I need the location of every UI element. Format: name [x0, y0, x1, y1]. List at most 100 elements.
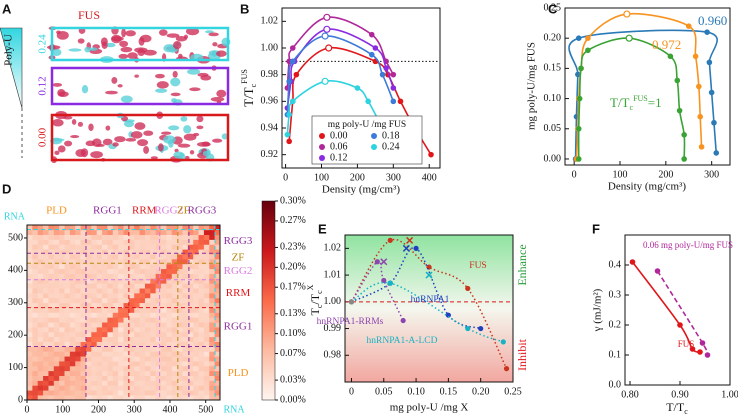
heatmap-texture — [198, 268, 205, 274]
snapshot-blob — [204, 30, 214, 34]
heatmap-texture — [198, 263, 205, 270]
heatmap-texture — [75, 351, 81, 357]
heatmap-texture — [64, 380, 71, 386]
heatmap-texture — [118, 351, 124, 357]
heatmap-texture — [187, 351, 194, 357]
heatmap-texture — [123, 380, 130, 386]
heatmap-texture — [166, 317, 173, 323]
heatmap-texture — [43, 322, 49, 328]
heatmap-texture — [214, 361, 221, 367]
heatmap-texture — [198, 361, 205, 367]
heatmap-texture — [144, 234, 151, 240]
heatmap-texture — [75, 288, 81, 294]
y-tick-label: 0.20 — [544, 32, 562, 43]
heatmap-texture — [203, 312, 210, 318]
y-tick-label: 0.10 — [544, 93, 562, 104]
heatmap-texture — [27, 259, 33, 265]
heatmap-texture — [48, 273, 55, 279]
heatmap-texture — [48, 259, 55, 265]
heatmap-texture — [37, 390, 44, 396]
heatmap-texture — [209, 297, 215, 304]
heatmap-texture — [27, 225, 33, 231]
heatmap-texture — [27, 395, 33, 401]
heatmap-texture — [209, 312, 215, 318]
heatmap-texture — [59, 263, 65, 270]
data-point — [478, 325, 484, 332]
heatmap-texture — [187, 331, 194, 338]
zone-label: Inhibit — [515, 338, 529, 371]
snapshot-blob — [54, 150, 60, 156]
snapshot-blob — [163, 44, 175, 53]
heatmap-texture — [32, 307, 39, 313]
heatmap-texture — [128, 385, 135, 391]
heatmap-texture — [118, 375, 124, 381]
heatmap-texture — [187, 239, 194, 245]
heatmap-texture — [171, 395, 178, 401]
data-point — [381, 277, 387, 284]
snapshot-box — [50, 113, 230, 162]
heatmap-texture — [193, 356, 199, 362]
heatmap-texture — [43, 331, 49, 338]
heatmap-texture — [37, 346, 44, 352]
heatmap-texture — [166, 297, 173, 304]
heatmap-texture — [32, 317, 39, 323]
heatmap-texture — [37, 307, 44, 313]
heatmap-texture — [112, 229, 119, 236]
heatmap-texture — [171, 254, 178, 260]
heatmap-texture — [198, 395, 205, 401]
y-tick-label: 0.92 — [261, 149, 279, 160]
heatmap-texture — [214, 273, 221, 279]
heatmap-texture — [118, 307, 124, 313]
heatmap-texture — [69, 244, 76, 250]
heatmap-texture — [48, 370, 55, 376]
heatmap-texture — [32, 351, 39, 357]
heatmap-texture — [75, 307, 81, 313]
heatmap-texture — [187, 336, 194, 342]
heatmap-texture — [75, 239, 81, 245]
colorbar-label: 0.00% — [280, 394, 306, 405]
heatmap-texture — [144, 395, 151, 401]
x-tick-label: 400 — [422, 172, 437, 183]
heatmap-texture — [85, 375, 92, 381]
heatmap-texture — [75, 225, 81, 231]
heatmap-texture — [69, 395, 76, 401]
heatmap-texture — [96, 259, 103, 265]
heatmap-texture — [214, 346, 221, 352]
heatmap-texture — [80, 229, 87, 236]
heatmap-texture — [150, 225, 156, 231]
heatmap-texture — [182, 268, 189, 274]
heatmap-texture — [214, 375, 221, 381]
heatmap-texture — [209, 225, 215, 231]
heatmap-texture — [182, 263, 189, 270]
heatmap-texture — [112, 278, 119, 284]
heatmap-texture — [37, 302, 44, 308]
heatmap-texture — [85, 317, 92, 323]
heatmap-texture — [32, 361, 39, 367]
heatmap-texture — [112, 312, 119, 318]
heatmap-texture — [53, 312, 60, 318]
heatmap-texture — [177, 322, 183, 328]
data-point — [400, 317, 406, 324]
heatmap-texture — [139, 365, 146, 372]
heatmap-texture — [171, 259, 178, 265]
x-tick-label: 400 — [162, 404, 177, 415]
heatmap-texture — [32, 336, 39, 342]
heatmap-texture — [161, 341, 167, 347]
heatmap-texture — [128, 297, 135, 304]
heatmap-texture — [37, 380, 44, 386]
heatmap-texture — [177, 395, 183, 401]
snapshot-blob — [52, 119, 64, 127]
snapshot-blob — [58, 91, 69, 97]
heatmap-texture — [112, 302, 119, 308]
heatmap-texture — [150, 293, 156, 299]
heatmap-texture — [80, 278, 87, 284]
heatmap-texture — [128, 356, 135, 362]
heatmap-texture — [128, 365, 135, 372]
heatmap-texture — [139, 390, 146, 396]
heatmap-texture — [85, 365, 92, 372]
heatmap-texture — [203, 234, 210, 240]
heatmap-texture — [177, 312, 183, 318]
colorbar-label: 0.20% — [280, 262, 306, 273]
heatmap-texture — [134, 375, 140, 381]
